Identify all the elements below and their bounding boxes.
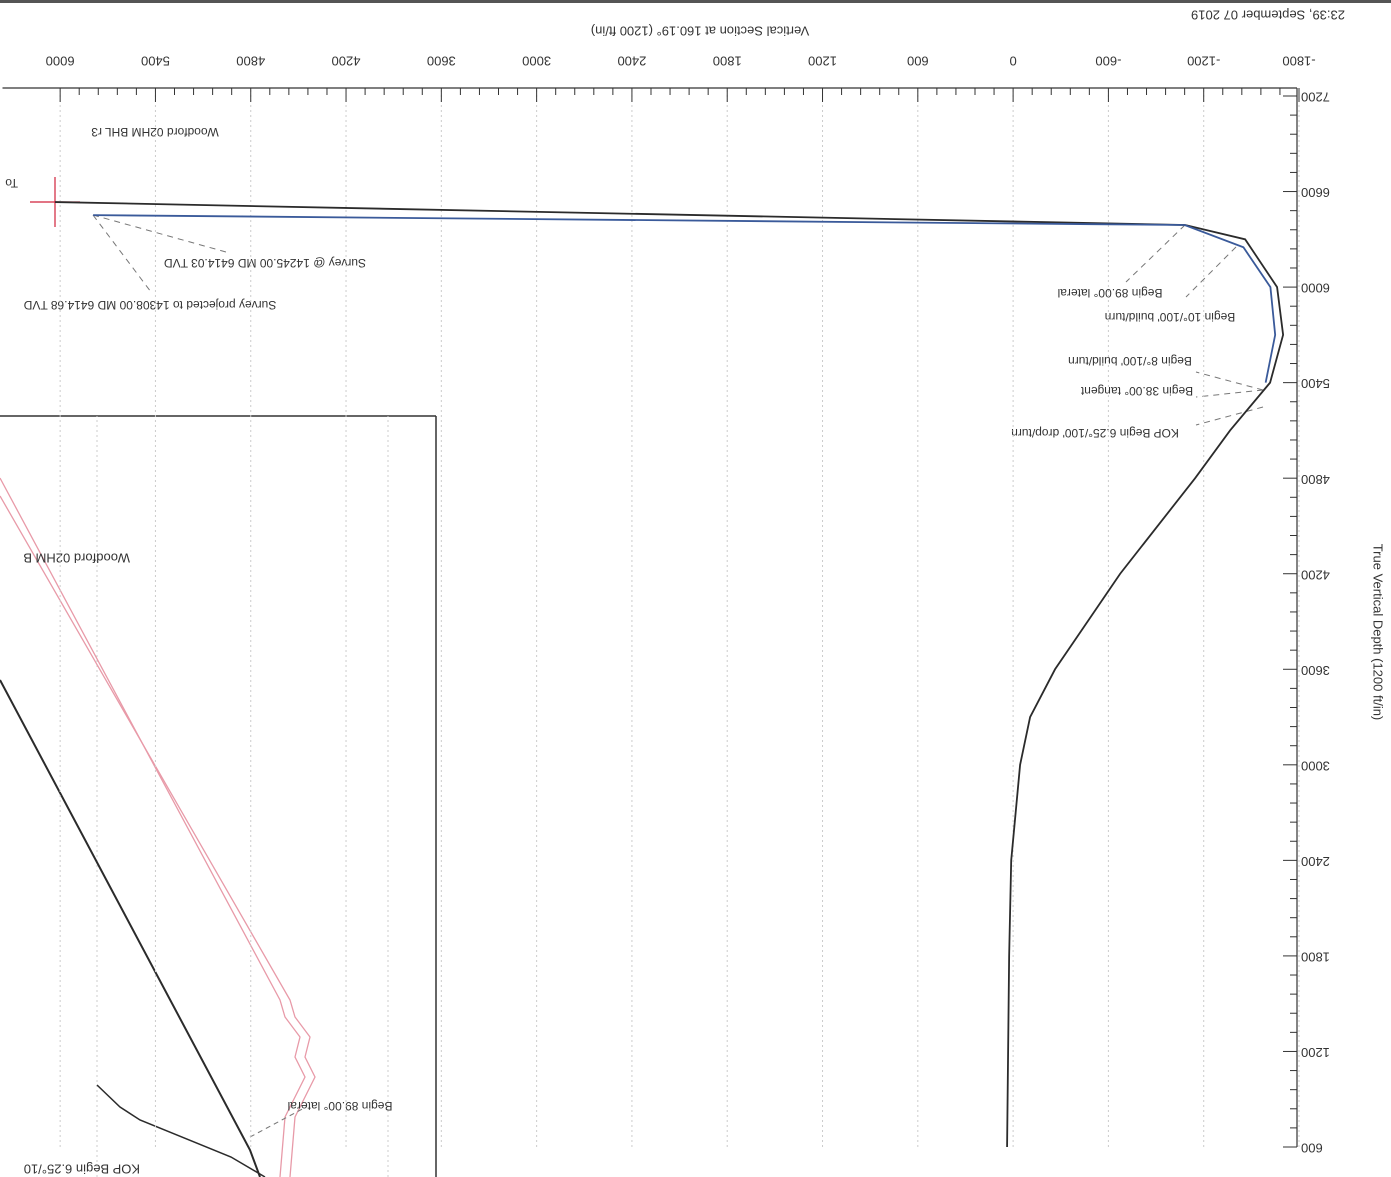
annotation: KOP Begin 6.25°/10 <box>24 1162 140 1177</box>
y-tick-label: 1800 <box>1301 949 1330 964</box>
y-tick-label: 6000 <box>1301 281 1330 296</box>
y-tick-label: 7200 <box>1301 90 1330 105</box>
x-tick-label: -1200 <box>1187 54 1220 69</box>
y-tick-label: 4800 <box>1301 472 1330 487</box>
annotation: To <box>5 176 18 190</box>
annotation: Survey projected to 14308.00 MD 6414.68 … <box>23 298 276 312</box>
x-tick-label: 3000 <box>522 54 551 69</box>
x-tick-label: -1800 <box>1282 54 1315 69</box>
y-tick-label: 3000 <box>1301 758 1330 773</box>
inset <box>0 415 437 1177</box>
scan-edge <box>0 0 1391 3</box>
y-tick-label: 2400 <box>1301 854 1330 869</box>
well-path <box>93 214 1277 383</box>
leaders <box>92 214 1264 426</box>
y-tick-label: 600 <box>1301 1141 1323 1156</box>
annotation: KOP Begin 6.25°/100' drop/turn <box>1011 426 1179 440</box>
y-tick-label: 1200 <box>1301 1045 1330 1060</box>
well-path <box>55 201 1285 1148</box>
annotation: Begin 89.00° lateral <box>288 1099 393 1113</box>
x-tick-label: 5400 <box>141 54 170 69</box>
y-tick-label: 3600 <box>1301 663 1330 678</box>
timestamp: 23:39, September 07 2019 <box>1191 8 1345 23</box>
annotation: Woodford 02HM BHL r3 <box>91 125 219 139</box>
x-tick-label: 4200 <box>332 54 361 69</box>
rotated-plot: 23:39, September 07 2019 Vertical Sectio… <box>0 8 1386 1177</box>
annotation: Begin 10°/100' build/turn <box>1105 310 1236 324</box>
y-tick-label: 6600 <box>1301 185 1330 200</box>
y-axis-title: True Vertical Depth (1200 ft/in) <box>1371 544 1386 721</box>
y-tick-label: 4200 <box>1301 567 1330 582</box>
x-tick-label: 1800 <box>713 54 742 69</box>
x-tick-label: 3600 <box>427 54 456 69</box>
annotation: Begin 8°/100' build/turn <box>1068 354 1192 368</box>
x-tick-label: 0 <box>1009 54 1016 69</box>
annotation: Begin 38.00° tangent <box>1080 384 1193 398</box>
annotation: Survey @ 14245.00 MD 6414.03 TVD <box>164 256 366 270</box>
x-tick-label: 2400 <box>617 54 646 69</box>
annotation: Woodford 02HM B <box>23 551 130 566</box>
y-tick-label: 5400 <box>1301 376 1330 391</box>
x-tick-label: 1200 <box>808 54 837 69</box>
annotation: Begin 89.00° lateral <box>1058 286 1163 300</box>
x-tick-label: 600 <box>907 54 929 69</box>
x-tick-label: 6000 <box>46 54 75 69</box>
x-tick-label: 4800 <box>236 54 265 69</box>
x-tick-label: -600 <box>1095 54 1121 69</box>
x-axis-title: Vertical Section at 160.19° (1200 ft/in) <box>591 24 809 39</box>
